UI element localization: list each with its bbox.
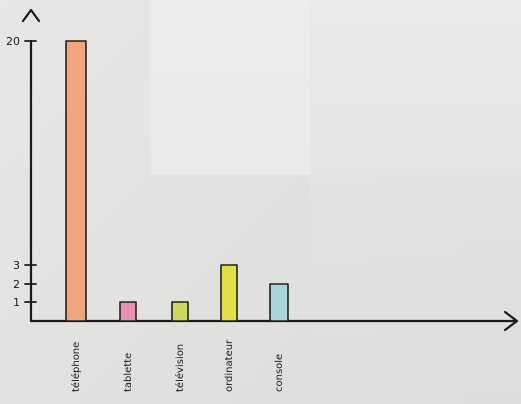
axes — [21, 8, 519, 332]
y-tick-label-3: 3 — [13, 259, 20, 272]
y-ticks: 1 2 3 20 — [6, 35, 37, 309]
category-label-1: tablette — [123, 353, 134, 392]
y-tick-label-2: 2 — [13, 278, 20, 291]
category-label-0: téléphone — [70, 342, 82, 392]
bar-3 — [220, 264, 238, 322]
bar-0 — [65, 40, 87, 322]
category-label-2: télévision — [174, 344, 186, 392]
category-label-4: console — [274, 354, 285, 392]
x-axis-arrow — [503, 310, 519, 332]
y-axis-arrow — [21, 8, 41, 23]
y-tick-label-20: 20 — [6, 35, 20, 48]
category-label-3: ordinateur — [224, 339, 235, 392]
bar-2 — [171, 301, 189, 322]
bar-4 — [269, 283, 289, 322]
bars — [65, 40, 289, 322]
category-labels: téléphone tablette télévision ordinateur con… — [70, 339, 285, 392]
paper-right-area — [310, 0, 521, 404]
y-tick-label-1: 1 — [13, 296, 20, 309]
bar-1 — [119, 301, 137, 322]
